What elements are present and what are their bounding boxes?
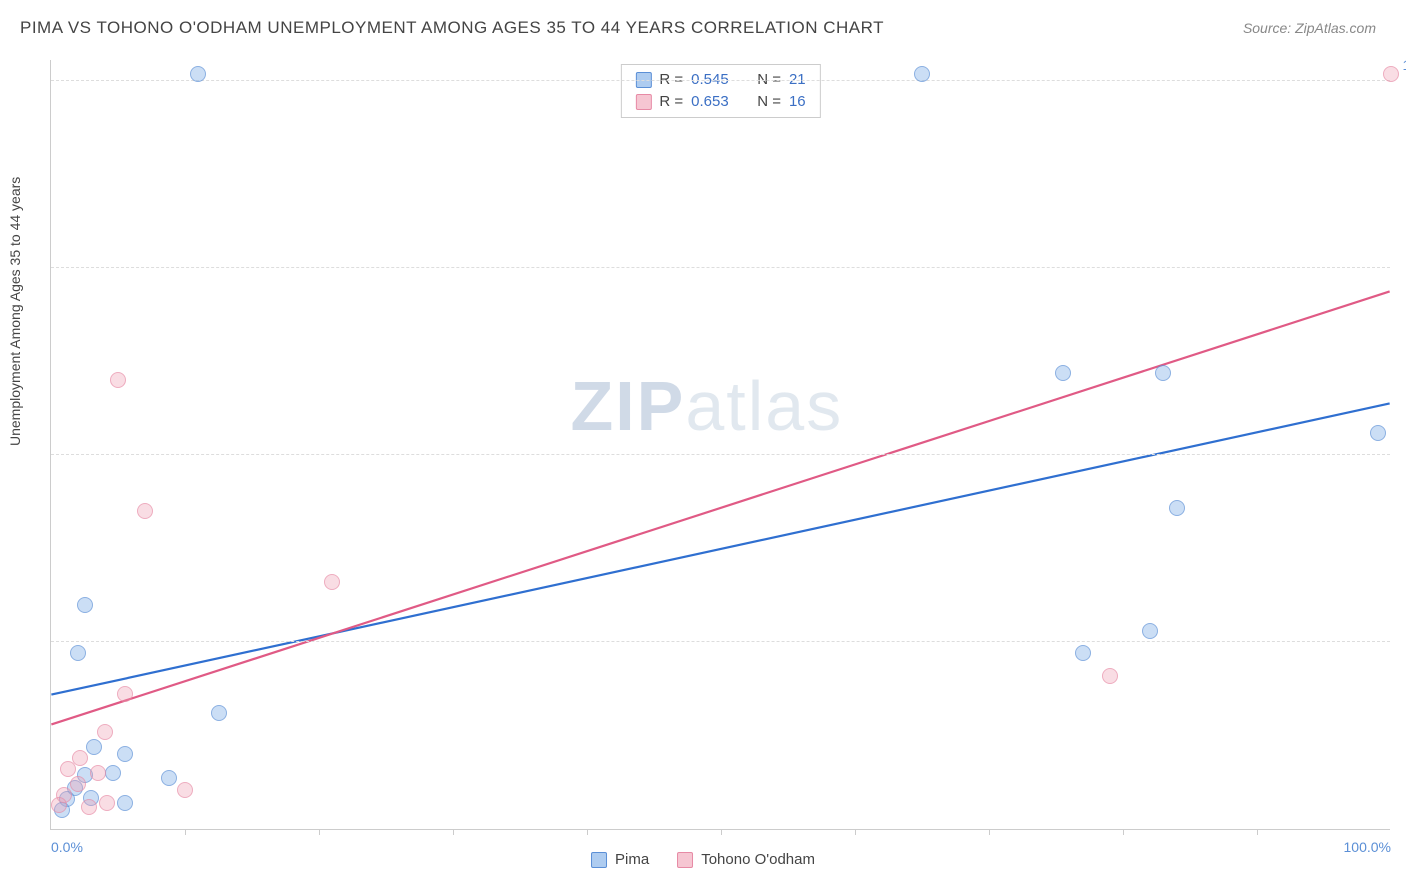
x-tick-mark bbox=[587, 829, 588, 835]
x-tick-label: 0.0% bbox=[51, 839, 83, 855]
scatter-point bbox=[1142, 623, 1158, 639]
x-tick-mark bbox=[453, 829, 454, 835]
x-tick-mark bbox=[855, 829, 856, 835]
scatter-point bbox=[1102, 668, 1118, 684]
gridline bbox=[51, 454, 1390, 455]
scatter-point bbox=[70, 645, 86, 661]
legend-label: Tohono O'odham bbox=[701, 851, 815, 868]
scatter-point bbox=[1383, 66, 1399, 82]
legend-swatch bbox=[635, 94, 651, 110]
chart-title: PIMA VS TOHONO O'ODHAM UNEMPLOYMENT AMON… bbox=[20, 18, 884, 38]
legend-item: Pima bbox=[591, 851, 649, 868]
scatter-point bbox=[1055, 365, 1071, 381]
scatter-point bbox=[90, 765, 106, 781]
scatter-point bbox=[81, 799, 97, 815]
legend-label: Pima bbox=[615, 851, 649, 868]
scatter-point bbox=[1169, 500, 1185, 516]
scatter-point bbox=[60, 761, 76, 777]
x-tick-mark bbox=[721, 829, 722, 835]
bottom-legend: Pima Tohono O'odham bbox=[591, 851, 815, 868]
scatter-point bbox=[51, 797, 67, 813]
legend-swatch bbox=[677, 852, 693, 868]
scatter-point bbox=[97, 724, 113, 740]
x-tick-mark bbox=[1257, 829, 1258, 835]
scatter-point bbox=[105, 765, 121, 781]
legend-item: Tohono O'odham bbox=[677, 851, 815, 868]
scatter-point bbox=[1075, 645, 1091, 661]
trend-lines bbox=[51, 60, 1390, 829]
plot-area: ZIPatlas R = 0.545 N = 21R = 0.653 N = 1… bbox=[50, 60, 1390, 830]
scatter-point bbox=[117, 686, 133, 702]
gridline bbox=[51, 267, 1390, 268]
trend-line bbox=[51, 403, 1389, 694]
scatter-point bbox=[117, 746, 133, 762]
scatter-point bbox=[161, 770, 177, 786]
scatter-point bbox=[1155, 365, 1171, 381]
scatter-point bbox=[110, 372, 126, 388]
x-tick-mark bbox=[1123, 829, 1124, 835]
stats-box: R = 0.545 N = 21R = 0.653 N = 16 bbox=[620, 64, 820, 118]
scatter-point bbox=[211, 705, 227, 721]
scatter-point bbox=[137, 503, 153, 519]
y-tick-label: 75.0% bbox=[1395, 244, 1406, 260]
stat-n-label: N = bbox=[757, 91, 781, 113]
stat-r-label: R = bbox=[659, 91, 683, 113]
gridline bbox=[51, 641, 1390, 642]
y-tick-label: 25.0% bbox=[1395, 618, 1406, 634]
scatter-point bbox=[99, 795, 115, 811]
gridline bbox=[51, 80, 1390, 81]
scatter-point bbox=[324, 574, 340, 590]
source-label: Source: ZipAtlas.com bbox=[1243, 20, 1376, 36]
watermark: ZIPatlas bbox=[570, 366, 843, 446]
stat-n-value: 16 bbox=[789, 91, 806, 113]
scatter-point bbox=[117, 795, 133, 811]
x-tick-label: 100.0% bbox=[1344, 839, 1391, 855]
x-tick-mark bbox=[319, 829, 320, 835]
y-axis-label: Unemployment Among Ages 35 to 44 years bbox=[7, 177, 23, 446]
scatter-point bbox=[1370, 425, 1386, 441]
scatter-point bbox=[914, 66, 930, 82]
scatter-point bbox=[86, 739, 102, 755]
stat-r-value: 0.653 bbox=[691, 91, 729, 113]
trend-line bbox=[51, 291, 1389, 724]
stats-row: R = 0.653 N = 16 bbox=[635, 91, 805, 113]
scatter-point bbox=[70, 776, 86, 792]
scatter-point bbox=[77, 597, 93, 613]
y-tick-label: 50.0% bbox=[1395, 431, 1406, 447]
scatter-point bbox=[177, 782, 193, 798]
x-tick-mark bbox=[185, 829, 186, 835]
x-tick-mark bbox=[989, 829, 990, 835]
scatter-point bbox=[190, 66, 206, 82]
legend-swatch bbox=[591, 852, 607, 868]
